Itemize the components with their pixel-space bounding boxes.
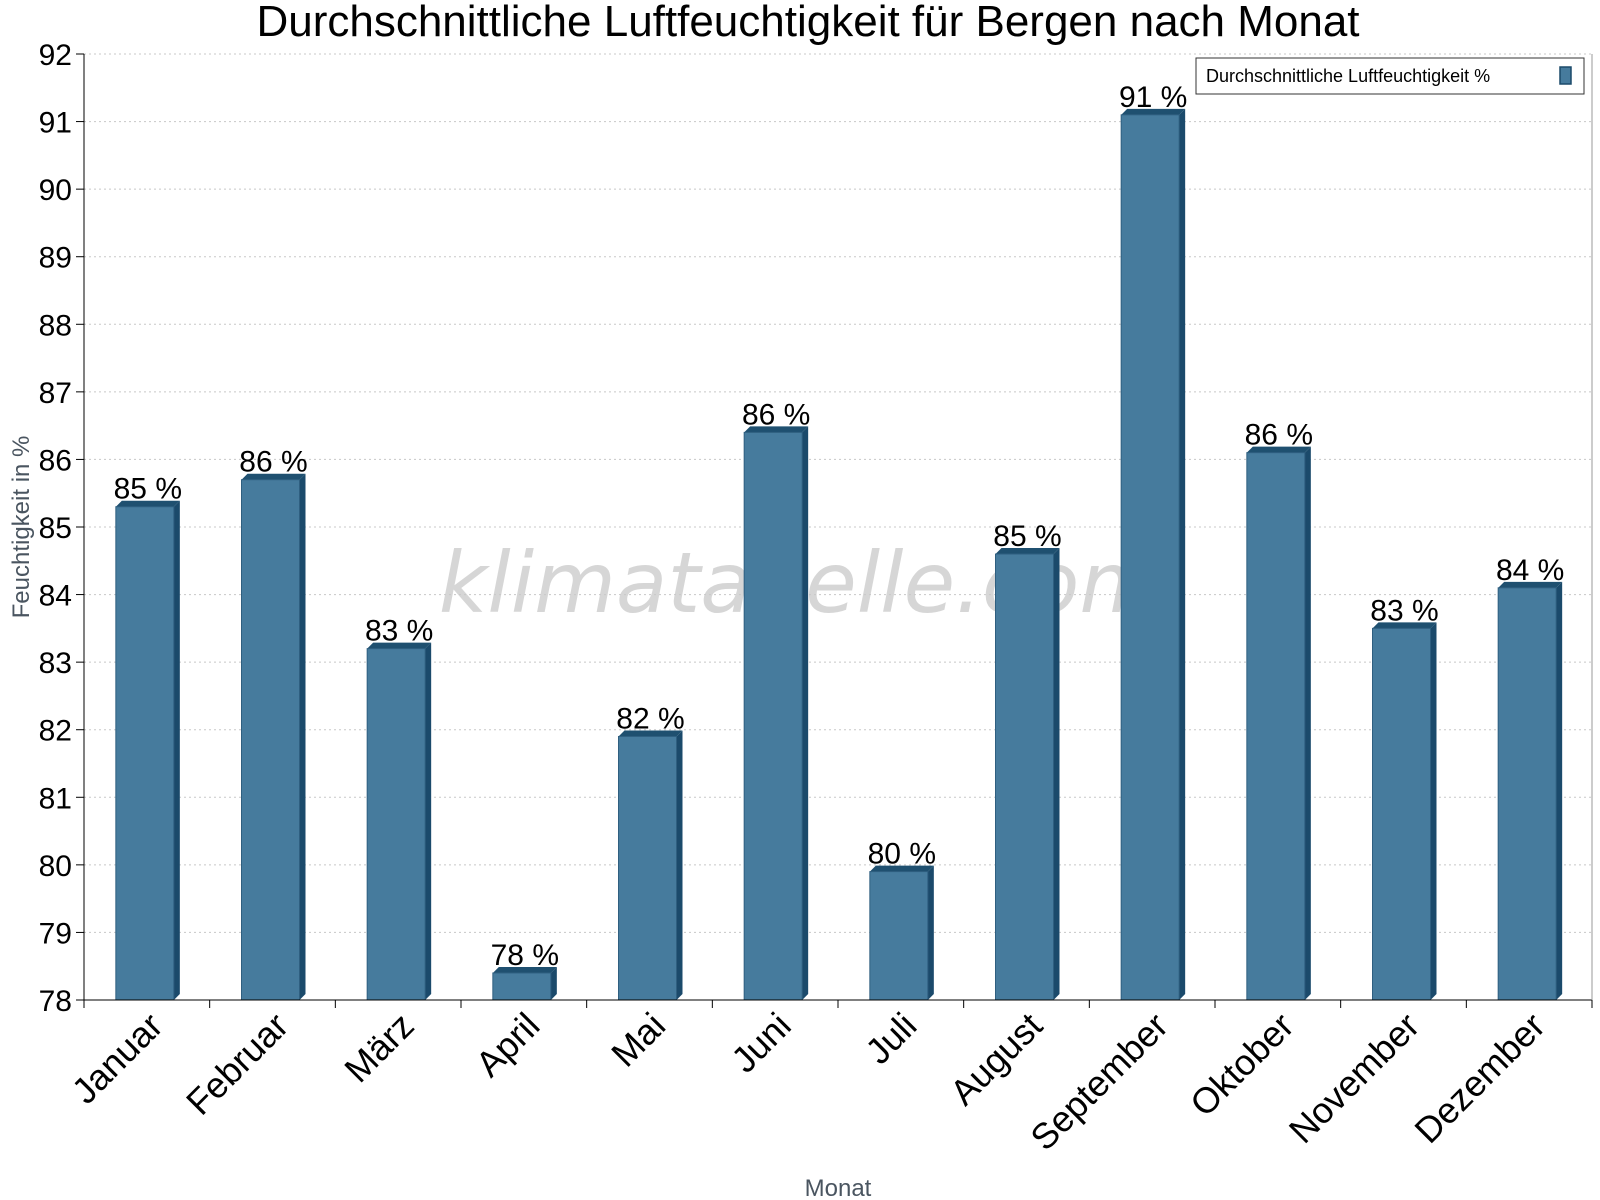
bar (1120, 108, 1186, 1001)
bar (115, 500, 180, 1001)
bar-top (1372, 622, 1437, 629)
x-tick-label: Oktober (1182, 1005, 1302, 1125)
x-tick-label: Februar (178, 1005, 296, 1123)
bar-front (618, 735, 677, 1001)
x-tick-label: Juli (857, 1005, 924, 1072)
bar (995, 548, 1060, 1001)
y-tick-label: 88 (39, 309, 72, 342)
bar (618, 730, 683, 1001)
data-label: 86 % (239, 446, 307, 479)
bar-top (1498, 581, 1563, 588)
bar-front (743, 431, 803, 1001)
bar-top (1121, 108, 1186, 115)
bar-side (1556, 581, 1563, 1000)
bar-side (425, 642, 432, 1000)
chart-title: Durchschnittliche Luftfeuchtigkeit für B… (256, 0, 1359, 46)
bar-top (618, 730, 683, 737)
bar (241, 473, 306, 1001)
x-axis-title: Monat (805, 1175, 872, 1200)
bar-top (367, 642, 432, 649)
bar-top (744, 426, 809, 433)
y-tick-label: 91 (39, 107, 72, 140)
bar-front (1497, 587, 1557, 1001)
y-tick-label: 85 (39, 512, 72, 545)
y-tick-label: 81 (39, 782, 72, 815)
y-tick-label: 84 (39, 580, 72, 613)
data-label: 91 % (1119, 81, 1187, 114)
y-tick-label: 83 (39, 647, 72, 680)
bar-side (299, 473, 306, 1000)
bar-side (927, 865, 934, 1000)
x-tick-label: April (468, 1005, 548, 1085)
bar (1497, 581, 1563, 1001)
bar (1246, 446, 1311, 1001)
data-label: 86 % (1245, 419, 1313, 452)
legend: Durchschnittliche Luftfeuchtigkeit % (1195, 57, 1585, 95)
x-tick-label: November (1281, 1005, 1427, 1151)
bar (743, 426, 809, 1001)
bar-front (869, 871, 929, 1001)
y-axis-title: Feuchtigkeit in % (8, 436, 35, 619)
bar-side (550, 966, 557, 1000)
data-label: 83 % (1370, 594, 1438, 627)
y-tick-label: 87 (39, 377, 72, 410)
x-tick-label: September (1022, 1005, 1176, 1159)
y-tick-label: 79 (39, 917, 72, 950)
bar-front (492, 972, 552, 1001)
bar-side (1053, 548, 1060, 1000)
legend-swatch (1559, 66, 1572, 85)
bar-front (1246, 452, 1306, 1001)
bar-front (1120, 114, 1180, 1001)
bar-front (1372, 627, 1431, 1001)
bar-top (115, 500, 180, 507)
x-tick-label: Mai (603, 1005, 673, 1075)
bar (869, 865, 934, 1001)
data-label: 86 % (742, 398, 810, 431)
bar-front (241, 479, 300, 1001)
x-tick-label: März (336, 1005, 422, 1091)
bar-side (1430, 622, 1437, 1000)
bar-top (241, 473, 306, 480)
data-label: 85 % (114, 473, 182, 506)
bar-side (676, 730, 683, 1000)
data-label: 84 % (1496, 554, 1564, 587)
data-label: 78 % (491, 939, 559, 972)
bar-side (1179, 108, 1186, 1001)
legend-label: Durchschnittliche Luftfeuchtigkeit % (1206, 66, 1490, 86)
data-label: 80 % (868, 838, 936, 871)
y-axis-ticks: 78 79 80 81 82 83 84 85 86 87 88 89 90 91 92 (39, 39, 84, 1018)
x-tick-label: Dezember (1406, 1005, 1552, 1151)
bar-top (869, 865, 934, 872)
x-tick-label: Juni (723, 1005, 799, 1081)
bar (1372, 622, 1437, 1001)
data-label: 82 % (616, 702, 684, 735)
x-tick-label: August (942, 1005, 1050, 1113)
bar (366, 642, 432, 1001)
y-tick-label: 82 (39, 715, 72, 748)
grid-lines (84, 53, 1592, 933)
data-label: 83 % (365, 615, 433, 648)
bar-side (173, 500, 180, 1000)
legend-box (1195, 57, 1585, 95)
data-labels: 85 % 86 % 83 % 78 % 82 % 86 % 80 % 85 % 91 % 86 %… (114, 81, 1565, 972)
bar-front (115, 506, 175, 1001)
y-tick-label: 92 (39, 39, 72, 72)
data-label: 85 % (993, 520, 1061, 553)
y-tick-label: 90 (39, 174, 72, 207)
x-tick-label: Januar (64, 1005, 171, 1112)
bar-front (366, 648, 426, 1001)
bar-top (492, 966, 557, 973)
bar (492, 966, 557, 1001)
y-tick-label: 80 (39, 850, 72, 883)
bar-top (1246, 446, 1311, 453)
y-tick-label: 89 (39, 242, 72, 275)
bar-side (802, 426, 809, 1000)
y-tick-label: 78 (39, 985, 72, 1018)
bar-front (995, 553, 1054, 1001)
x-axis-ticks: Januar Februar März April Mai Juni Juli AugustS… (64, 1000, 1593, 1159)
bar-side (1304, 446, 1311, 1001)
bar-top (995, 548, 1060, 555)
y-tick-label: 86 (39, 444, 72, 477)
